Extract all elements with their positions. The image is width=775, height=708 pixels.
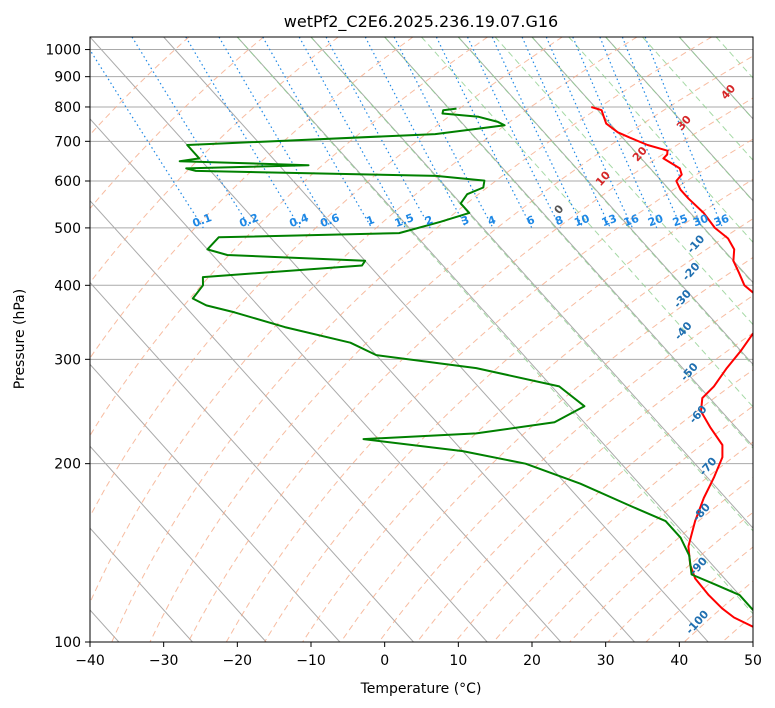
plot-background <box>90 37 753 642</box>
mixing-ratio-line <box>466 37 561 229</box>
grid-layer <box>90 37 775 642</box>
mixing-ratio-label: 4 <box>486 213 498 228</box>
mixing-ratio-label: 0.1 <box>191 211 214 230</box>
mixing-ratio-label: 36 <box>712 212 731 230</box>
mixing-ratio-label: 0.2 <box>238 211 261 230</box>
mixing-ratio-label: 6 <box>525 213 537 228</box>
dewpoint-line <box>178 107 753 612</box>
mixing-ratio-label: 30 <box>691 212 710 230</box>
isotherm-line <box>90 527 193 642</box>
dry-adiabat-line <box>90 37 190 136</box>
isotherm-line <box>90 199 488 642</box>
x-tick-label: −40 <box>75 653 105 669</box>
tick-layer: −40 −30 −20 −10 0 10 20 30 40 5010020030040050060… <box>45 43 762 669</box>
x-tick-label: −30 <box>149 653 179 669</box>
isotherm-line <box>163 37 709 642</box>
x-tick-label: −10 <box>296 653 326 669</box>
dry-adiabat-line <box>761 37 775 642</box>
y-tick-label: 800 <box>54 100 81 116</box>
moist-adiabat-line <box>236 37 753 615</box>
mixing-ratio-label: 3 <box>459 213 471 228</box>
y-axis-label: Pressure (hPa) <box>12 289 28 389</box>
x-tick-label: 10 <box>449 653 467 669</box>
y-tick-label: 600 <box>54 174 81 190</box>
chart-title: wetPf2_C2E6.2025.236.19.07.G16 <box>284 12 558 32</box>
mixing-ratio-line <box>364 37 467 229</box>
mixing-ratio-line <box>521 37 611 229</box>
y-tick-label: 300 <box>54 352 81 368</box>
dry-adiabat-line <box>90 37 563 518</box>
mixing-ratio-line <box>131 37 251 229</box>
moist-adiabat-line <box>421 37 753 408</box>
x-axis-label: Temperature (°C) <box>360 681 482 697</box>
dry-adiabat-line <box>454 369 753 642</box>
y-tick-label: 200 <box>54 457 81 473</box>
mixing-ratio-label: 25 <box>671 212 690 229</box>
x-tick-label: −20 <box>223 653 253 669</box>
series-layer <box>178 106 753 628</box>
mixing-ratio-line <box>90 48 204 229</box>
isotherm-line <box>90 281 414 642</box>
plot-frame <box>89 36 754 643</box>
y-tick-label: 500 <box>54 221 81 237</box>
isotherm-line <box>90 118 562 642</box>
mixing-ratio-label: 1.5 <box>393 211 416 230</box>
x-tick-label: 40 <box>670 653 688 669</box>
mixing-ratio-line <box>218 37 332 229</box>
x-tick-label: 50 <box>744 653 762 669</box>
dry-adiabat-line <box>90 37 488 437</box>
y-tick-label: 900 <box>54 70 81 86</box>
dry-adiabat-line <box>90 37 339 284</box>
isotherm-line <box>90 445 267 642</box>
mixing-ratio-label: 16 <box>622 212 641 230</box>
dry-adiabat-line <box>416 332 753 642</box>
mixing-ratio-label: 1 <box>365 213 377 228</box>
mixing-ratio-label: 20 <box>646 212 665 230</box>
x-tick-label: 30 <box>597 653 615 669</box>
y-tick-label: 700 <box>54 134 81 150</box>
dry-adiabat-line <box>149 55 753 642</box>
dry-adiabat-line <box>111 37 712 642</box>
x-tick-label: 0 <box>380 653 389 669</box>
mixing-ratio-line <box>491 37 584 229</box>
y-tick-label: 100 <box>54 635 81 651</box>
y-tick-label: 1000 <box>45 43 81 59</box>
dry-adiabat-line <box>90 37 264 210</box>
isotherm-line <box>90 363 341 642</box>
dry-adiabat-line <box>90 37 414 359</box>
mixing-ratio-line <box>185 37 301 229</box>
mixing-ratio-label: 10 <box>572 212 591 230</box>
x-tick-label: 20 <box>523 653 541 669</box>
mixing-ratio-label: 8 <box>553 213 565 228</box>
mixing-ratio-label: 0.6 <box>318 211 341 230</box>
moist-adiabat-line <box>384 37 753 449</box>
y-tick-label: 400 <box>54 278 81 294</box>
isotherm-line <box>90 37 635 642</box>
isotherm-line <box>752 37 753 38</box>
moist-adiabat-line <box>310 37 753 532</box>
mixing-ratio-label: 2 <box>423 213 435 228</box>
mixing-ratio-label: 13 <box>600 212 619 229</box>
mixing-ratio-line <box>325 37 431 229</box>
mixing-ratio-label: 0.4 <box>288 211 311 230</box>
